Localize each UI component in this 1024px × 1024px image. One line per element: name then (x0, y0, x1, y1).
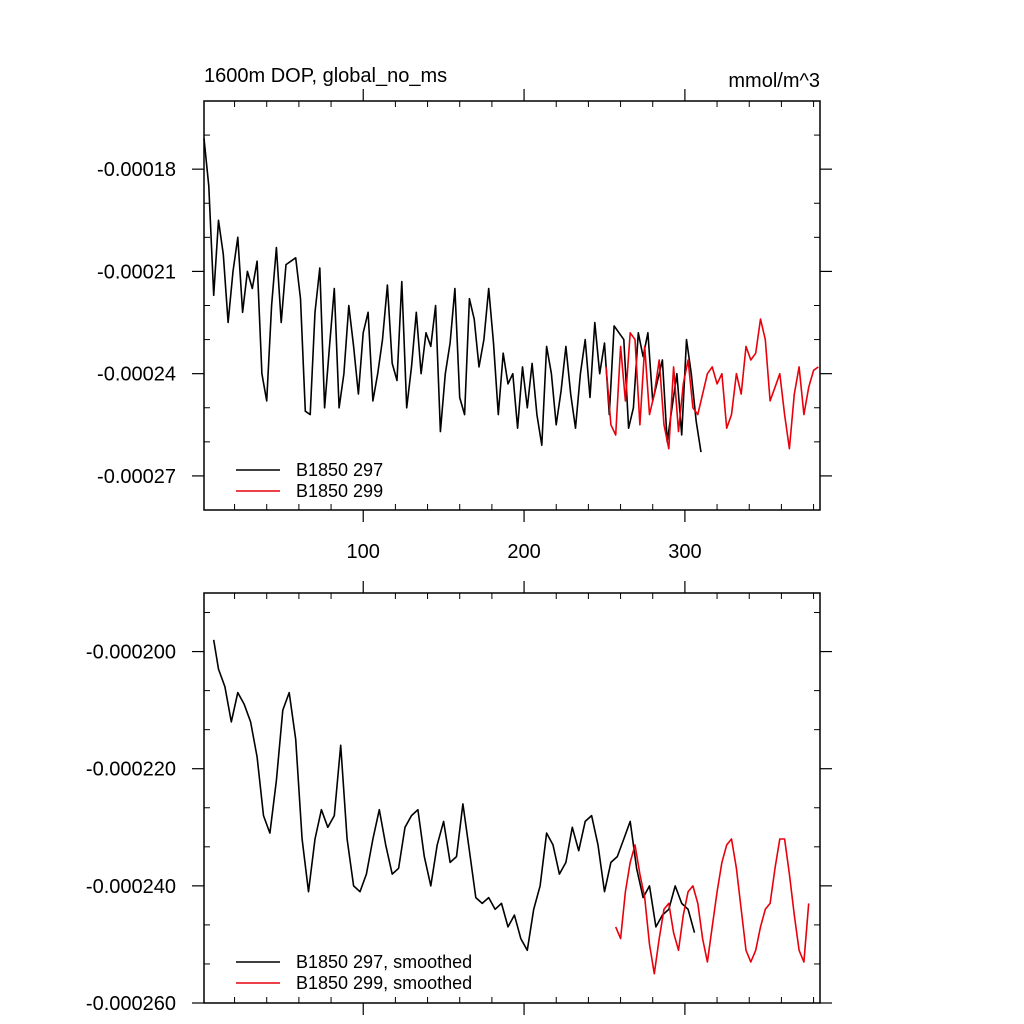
bottom-legend: B1850 297, smoothed B1850 299, smoothed (236, 952, 472, 993)
bottom-series-group (212, 639, 810, 975)
top-y-tick-labels: -0.00018 -0.00021 -0.00024 -0.00027 (97, 159, 176, 488)
top-series-group (203, 138, 819, 453)
bottom-panel: -0.000200 -0.000220 -0.000240 -0.000260 B18… (86, 581, 832, 1015)
bottom-y-tick-label-0: -0.000200 (86, 642, 176, 664)
top-ticks (192, 89, 832, 522)
top-series-line-1 (605, 318, 819, 450)
bottom-plot-frame (203, 592, 821, 1004)
top-panel: 1600m DOP, global_no_ms mmol/m^3 -0.0001… (97, 65, 832, 563)
bottom-y-tick-label-2: -0.000240 (86, 876, 176, 898)
bottom-ticks (192, 581, 832, 1015)
top-legend: B1850 297 B1850 299 (236, 460, 383, 501)
top-x-tick-labels: 100 200 300 (347, 541, 702, 563)
bottom-legend-label-0: B1850 297, smoothed (296, 952, 472, 972)
top-y-tick-label-1: -0.00021 (97, 261, 176, 283)
bottom-series-line-1 (614, 838, 810, 975)
bottom-series-line-0 (212, 639, 696, 952)
bottom-y-tick-labels: -0.000200 -0.000220 -0.000240 -0.000260 (86, 642, 176, 1015)
top-plot-title: 1600m DOP, global_no_ms (204, 65, 447, 87)
top-y-tick-label-0: -0.00018 (97, 159, 176, 181)
top-plot-units: mmol/m^3 (728, 70, 820, 92)
top-series-line-0 (203, 138, 702, 453)
bottom-y-tick-label-1: -0.000220 (86, 759, 176, 781)
bottom-legend-label-1: B1850 299, smoothed (296, 973, 472, 993)
top-y-tick-label-3: -0.00027 (97, 466, 176, 488)
top-plot-frame (203, 100, 821, 511)
top-y-tick-label-2: -0.00024 (97, 364, 176, 386)
top-x-tick-label-0: 100 (347, 541, 380, 563)
top-legend-label-1: B1850 299 (296, 481, 383, 501)
top-x-tick-label-2: 300 (668, 541, 701, 563)
top-legend-label-0: B1850 297 (296, 460, 383, 480)
bottom-y-tick-label-3: -0.000260 (86, 993, 176, 1015)
top-x-tick-label-1: 200 (507, 541, 540, 563)
